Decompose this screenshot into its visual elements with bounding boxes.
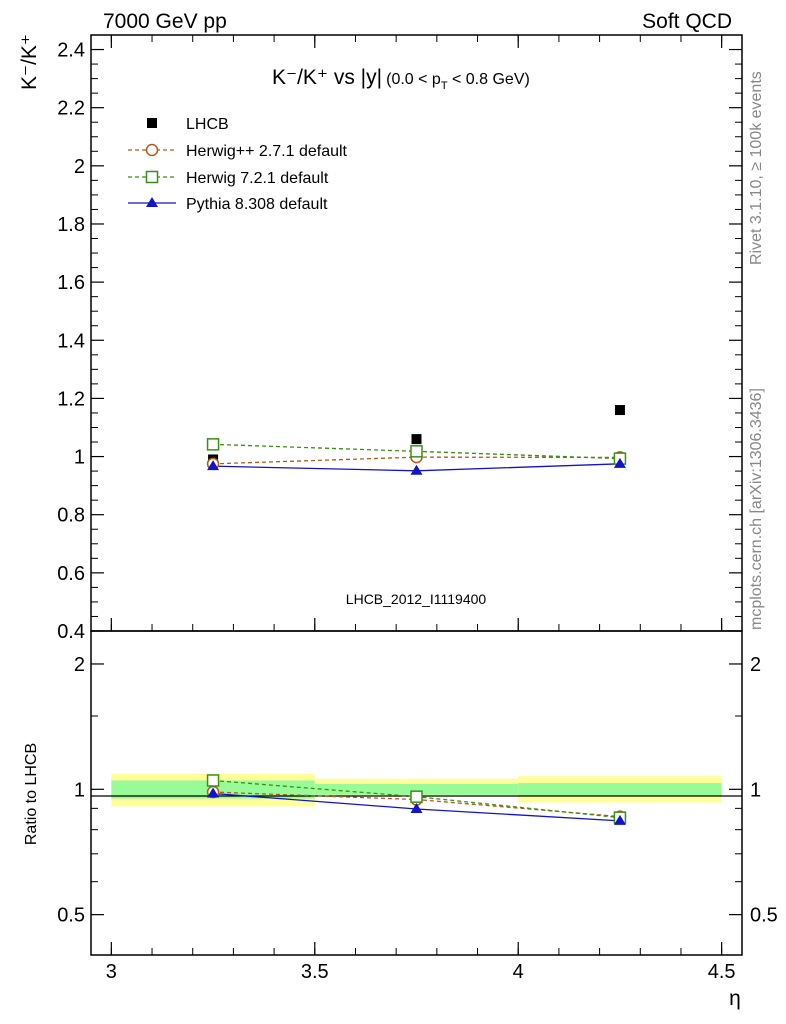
ratio-point-pythia-8-308-default [207,787,220,798]
main-point-lhcb [411,434,422,445]
main-ylabel: K⁻/K⁺ [18,34,41,90]
analysis-label: LHCB_2012_I1119400 [346,591,487,607]
ratio-xlabel: η [729,987,741,1010]
main-ytick-label: 1.6 [57,272,85,294]
main-point-pythia-8-308-default [613,457,626,468]
ratio-xtick-label: 4 [513,961,524,983]
main-panel: 0.4 0.6 0.8 1 1.2 1.4 1.6 1.8 2 2.2 2.4 K⁻/K⁺ vs |… [18,34,743,643]
mcplots-label: mcplots.cern.ch [arXiv:1306.3436] [748,388,765,630]
main-ytick-label: 2.2 [57,98,85,120]
legend-label-lhcb: LHCB [186,116,229,133]
ratio-stat-band [314,783,519,795]
legend-marker-lhcb [147,118,157,128]
ratio-point-pythia-8-308-default [410,802,423,813]
ratio-panel: 0.5 0.5 1 1 2 2 3 3.5 4 4.5 Ratio to LHCB η [23,630,778,1010]
legend-label-pythia: Pythia 8.308 default [186,196,328,213]
main-ytick-label: 2.4 [57,40,85,62]
legend-label-herwig7: Herwig 7.2.1 default [186,170,329,187]
ratio-point-pythia-8-308-default [613,814,626,825]
main-point-pythia-8-308-default [207,460,220,471]
ratio-ylabel: Ratio to LHCB [23,743,40,845]
rivet-label: Rivet 3.1.10, ≥ 100k events [748,71,765,265]
main-point-herwig-7-2-1-default [206,438,220,451]
header-right: Soft QCD [642,10,732,33]
legend-marker-pythia [146,197,158,207]
ratio-ytick-label-right: 0.5 [750,905,778,927]
main-ytick-label: 1.2 [57,388,85,410]
main-point-lhcb [614,405,625,416]
main-ytick-label: 1.4 [57,330,85,352]
legend-marker-herwig7 [145,170,159,184]
ratio-ytick-label: 2 [74,654,85,676]
main-title: K⁻/K⁺ vs |y| (0.0 < pT < 0.8 GeV) [272,66,530,92]
ratio-ytick-label: 1 [74,779,85,801]
legend-entry-lhcb: LHCB [147,116,229,133]
main-ytick-label: 0.4 [57,621,85,643]
legend-entry-pythia: Pythia 8.308 default [128,196,328,213]
legend-label-herwigpp: Herwig++ 2.7.1 default [186,143,348,160]
legend-marker-herwigpp [145,143,159,157]
legend-entry-herwigpp: Herwig++ 2.7.1 default [128,143,348,160]
ratio-point-herwig-7-2-1-default [410,790,423,803]
ratio-xtick-label: 3 [106,961,117,983]
ratio-ytick-label: 0.5 [57,905,85,927]
ratio-xtick-label: 4.5 [708,961,736,983]
main-point-pythia-8-308-default [410,464,423,475]
main-ytick-label: 1 [74,447,85,469]
ratio-stat-band [518,783,722,796]
main-ytick-label: 2 [74,156,85,178]
main-point-herwig-7-2-1-default [410,445,423,458]
header-left: 7000 GeV pp [103,10,227,33]
main-ytick-label: 0.6 [57,563,85,585]
main-ytick-label: 0.8 [57,505,85,527]
legend: LHCB Herwig++ 2.7.1 default Herwig 7.2.1… [128,116,348,213]
main-ytick-label: 1.8 [57,214,85,236]
legend-entry-herwig7: Herwig 7.2.1 default [128,170,329,187]
ratio-point-herwig-7-2-1-default [206,774,220,787]
ratio-ytick-label-right: 1 [750,779,761,801]
ratio-xtick-label: 3.5 [301,961,329,983]
ratio-frame [90,630,743,956]
ratio-ytick-label-right: 2 [750,654,761,676]
